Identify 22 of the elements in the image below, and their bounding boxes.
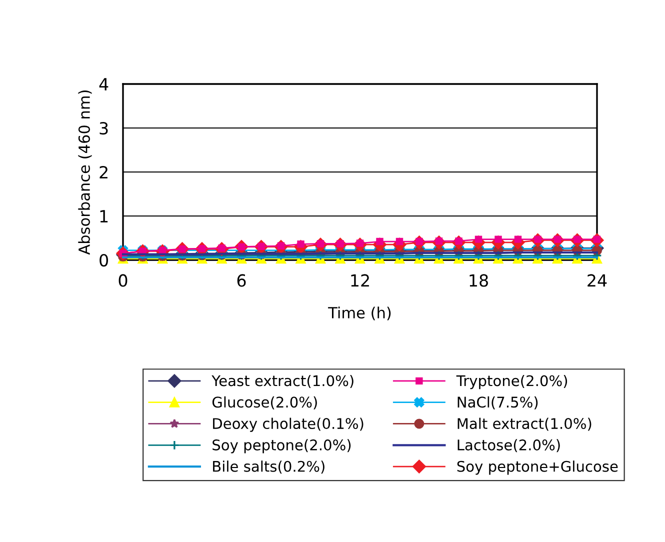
- legend-label: Yeast extract(1.0%): [212, 374, 354, 388]
- y-tick-label: 0: [100, 254, 108, 267]
- y-tick-label: 1: [100, 210, 108, 222]
- legend-label: Malt extract(1.0%): [458, 418, 592, 431]
- legend-label: Lactose(2.0%): [458, 439, 560, 452]
- legend-label: Tryptone(2.0%): [456, 374, 568, 390]
- y-tick-label: 3: [100, 122, 108, 135]
- y-tick-label: 4: [99, 78, 108, 90]
- y-tick-label: 2: [100, 166, 108, 178]
- legend-label: NaCl(7.5%): [458, 396, 538, 410]
- x-tick-label: 18: [470, 274, 488, 287]
- legend-label: Glucose(2.0%): [212, 396, 317, 410]
- x-tick-label: 12: [351, 274, 369, 287]
- y-axis-title: Absorbance (460 nm): [78, 90, 92, 255]
- x-tick-label: 6: [237, 274, 246, 287]
- legend-label: Soy peptone(2.0%): [212, 439, 351, 454]
- legend-label: Bile salts(0.2%): [213, 460, 324, 474]
- x-tick-label: 0: [118, 274, 128, 287]
- x-axis-title: Time (h): [328, 306, 391, 320]
- legend-label: Deoxy cholate(0.1%): [213, 418, 364, 432]
- legend-label: Soy peptone+Glucose: [457, 460, 618, 475]
- x-tick-label: 24: [588, 274, 607, 287]
